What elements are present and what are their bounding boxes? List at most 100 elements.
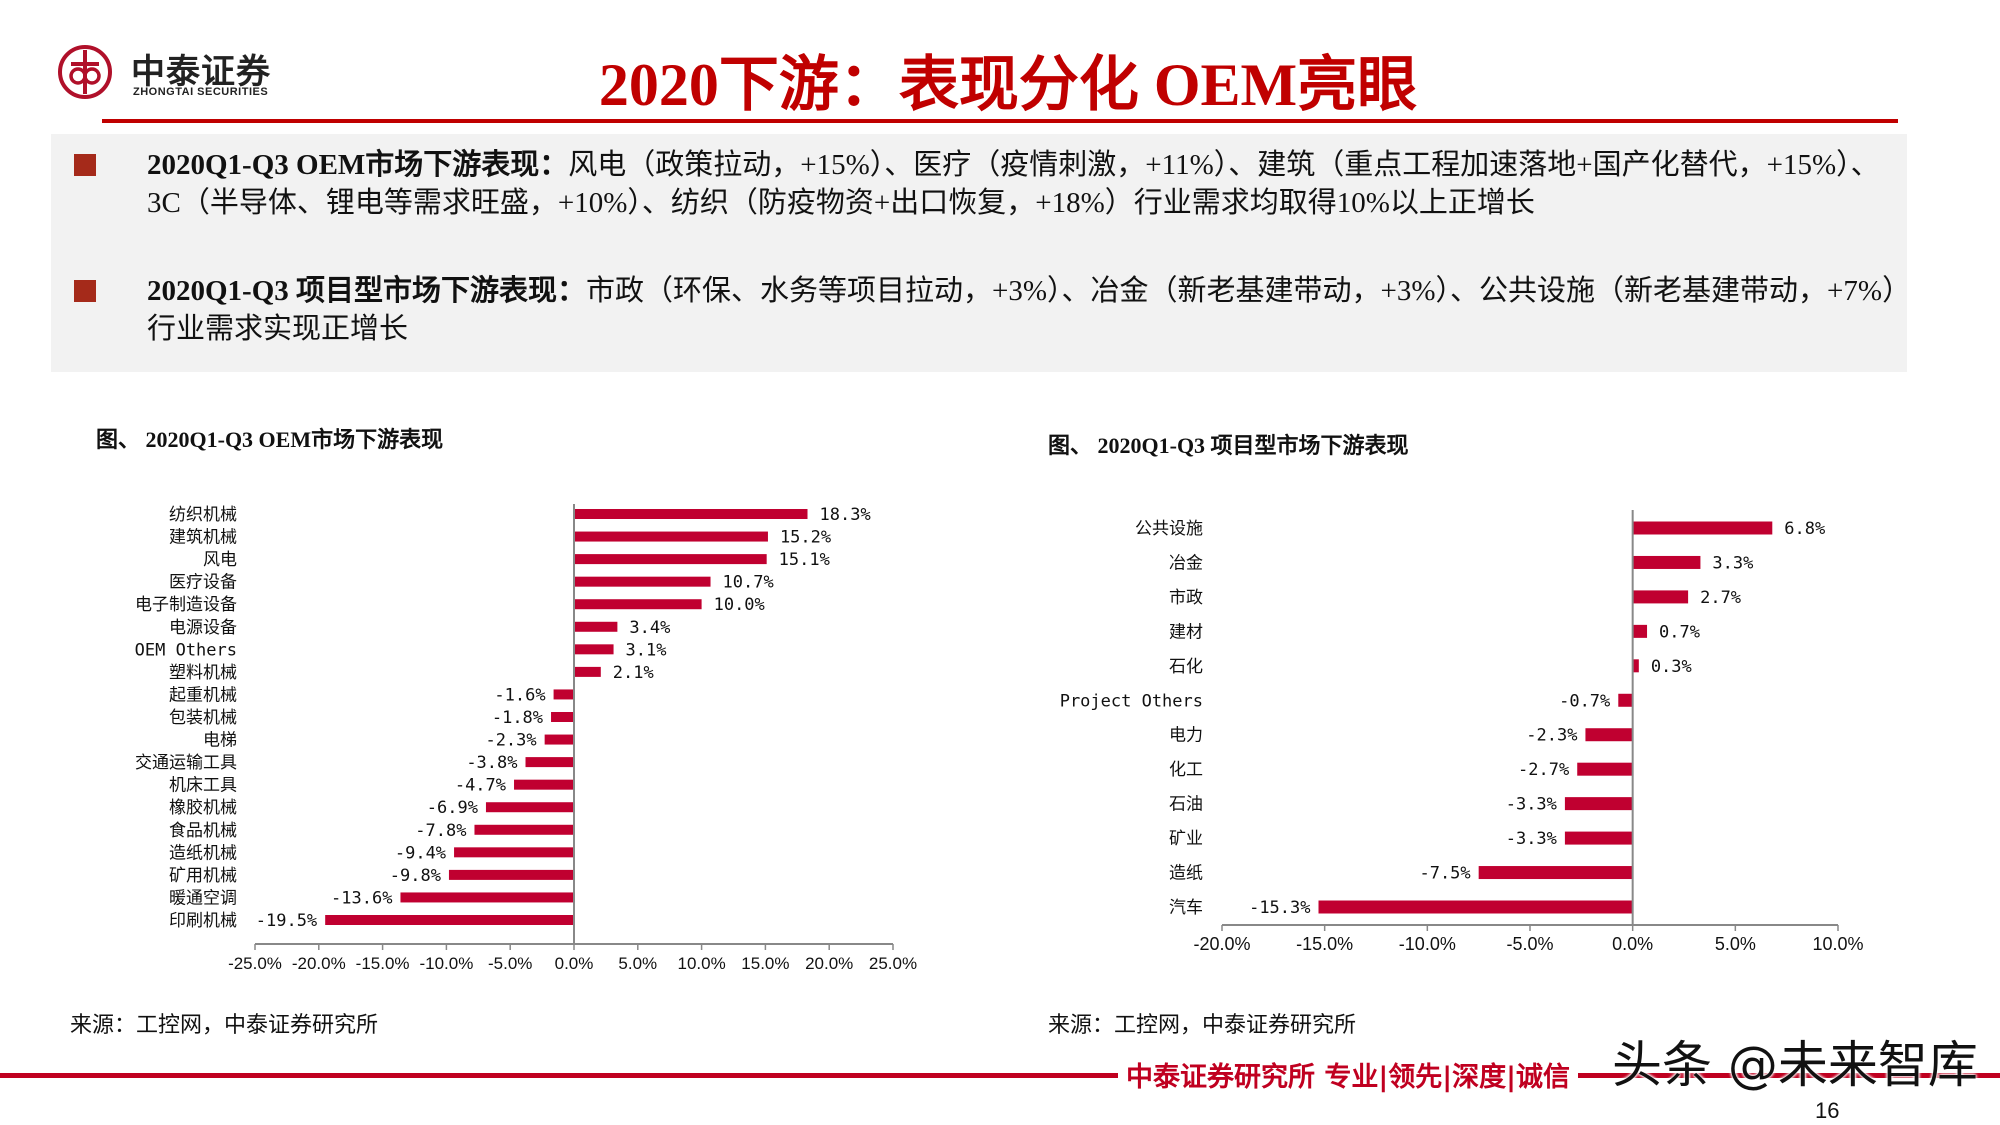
category-label: 化工 [1169, 760, 1203, 780]
category-label: 市政 [1169, 588, 1203, 608]
category-label: OEM Others [135, 640, 237, 660]
category-label: 包装机械 [169, 708, 237, 728]
logo-name-cn: 中泰证券 [131, 52, 271, 92]
value-label: 3.1% [626, 640, 667, 660]
value-label: -6.9% [427, 798, 478, 818]
bar [574, 644, 614, 655]
category-label: 石化 [1169, 657, 1203, 677]
value-label: -3.3% [1506, 829, 1557, 849]
x-tick-label: -10.0% [1399, 934, 1456, 954]
bar [448, 869, 574, 880]
value-label: 18.3% [820, 505, 871, 525]
bar [1618, 693, 1633, 707]
bar [574, 509, 808, 519]
x-tick-label: -15.0% [1296, 934, 1353, 954]
value-label: -15.3% [1249, 898, 1310, 918]
bullet-heading: 2020Q1-Q3 项目型市场下游表现： [147, 275, 587, 307]
bar [574, 554, 767, 565]
logo-name-en: ZHONGTAI SECURITIES [133, 86, 269, 98]
x-tick-label: 20.0% [805, 954, 853, 973]
bar [485, 802, 574, 813]
bar [1632, 590, 1689, 604]
bar [325, 915, 574, 925]
chart-title-project: 图、 2020Q1-Q3 项目型市场下游表现 [1048, 433, 1409, 458]
category-label: 矿业 [1169, 829, 1203, 849]
company-logo: 中泰证券 ZHONGTAI SECURITIES [57, 44, 317, 104]
value-label: -13.6% [331, 888, 392, 908]
x-tick-label: 5.0% [1715, 934, 1756, 954]
x-tick-label: -10.0% [419, 954, 473, 973]
bullet-heading: 2020Q1-Q3 OEM市场下游表现： [147, 149, 569, 181]
bar [1632, 555, 1701, 569]
bullet-marker-icon [74, 280, 96, 302]
bar [1318, 900, 1633, 914]
bar [1564, 831, 1633, 845]
bar [574, 666, 601, 677]
summary-box: 2020Q1-Q3 OEM市场下游表现：风电（政策拉动，+15%）、医疗（疫情刺… [51, 134, 1907, 372]
value-label: 6.8% [1784, 519, 1825, 539]
value-label: -3.3% [1506, 795, 1557, 815]
category-label: 暖通空调 [169, 888, 237, 908]
value-label: -2.3% [1526, 726, 1577, 746]
bar [525, 757, 574, 768]
value-label: 3.4% [629, 618, 670, 638]
category-label: 电子制造设备 [135, 595, 237, 615]
x-tick-label: 5.0% [618, 954, 657, 973]
category-label: 交通运输工具 [135, 753, 237, 773]
summary-bullet-project: 2020Q1-Q3 项目型市场下游表现：市政（环保、水务等项目拉动，+3%）、冶… [147, 272, 1897, 348]
x-tick-label: 25.0% [869, 954, 917, 973]
bar [551, 712, 574, 722]
value-label: -1.6% [494, 685, 545, 705]
value-label: 10.0% [714, 595, 765, 615]
x-tick-label: 15.0% [741, 954, 789, 973]
logo-mark-icon [58, 45, 112, 99]
value-label: 0.7% [1659, 622, 1700, 642]
value-label: -4.7% [455, 776, 506, 796]
value-label: -7.8% [415, 821, 466, 841]
x-tick-label: -20.0% [292, 954, 346, 973]
category-label: 矿用机械 [169, 866, 237, 886]
bullet-text: 市政（环保、水务等项目拉动，+3%）、冶金（新老基建带动，+3%）、公共设施（新… [147, 275, 1897, 345]
category-label: 造纸 [1169, 864, 1203, 884]
category-label: 公共设施 [1135, 519, 1203, 539]
bar [553, 689, 574, 700]
category-label: 纺织机械 [169, 505, 237, 525]
bar [574, 531, 768, 542]
value-label: -1.8% [492, 708, 543, 728]
category-label: 石油 [1169, 795, 1203, 815]
x-tick-label: -5.0% [488, 954, 532, 973]
value-label: -3.8% [466, 753, 517, 773]
category-label: Project Others [1060, 691, 1203, 711]
category-label: 电源设备 [169, 618, 237, 638]
category-label: 起重机械 [169, 685, 237, 705]
bullet-text: 风电（政策拉动，+15%）、医疗（疫情刺激，+11%）、建筑（重点工程加速落地+… [147, 149, 1880, 219]
bullet-marker-icon [74, 154, 96, 176]
value-label: 2.7% [1700, 588, 1741, 608]
bar [474, 824, 574, 835]
category-label: 建筑机械 [169, 528, 237, 548]
value-label: 2.1% [613, 663, 654, 683]
category-label: 印刷机械 [169, 911, 237, 931]
x-tick-label: 0.0% [1612, 934, 1653, 954]
category-label: 电力 [1169, 726, 1203, 746]
value-label: 3.3% [1712, 553, 1753, 573]
x-tick-label: -5.0% [1506, 934, 1553, 954]
value-label: 10.7% [723, 573, 774, 593]
summary-bullet-oem: 2020Q1-Q3 OEM市场下游表现：风电（政策拉动，+15%）、医疗（疫情刺… [147, 146, 1897, 222]
x-tick-label: -15.0% [356, 954, 410, 973]
x-tick-label: 10.0% [677, 954, 725, 973]
value-label: -7.5% [1419, 864, 1470, 884]
bar [1632, 659, 1639, 673]
page-number: 16 [1815, 1098, 1840, 1123]
category-label: 冶金 [1169, 553, 1203, 573]
bar [1478, 866, 1633, 880]
chart-title-oem: 图、 2020Q1-Q3 OEM市场下游表现 [96, 427, 444, 452]
footer-slogan: 中泰证券研究所 专业|领先|深度|诚信 [1118, 1055, 1578, 1094]
bar [1577, 762, 1633, 776]
source-note-project: 来源：工控网，中泰证券研究所 [1048, 1013, 1357, 1038]
source-note-oem: 来源：工控网，中泰证券研究所 [70, 1013, 379, 1038]
bar [1585, 728, 1633, 742]
category-label: 汽车 [1169, 898, 1203, 918]
